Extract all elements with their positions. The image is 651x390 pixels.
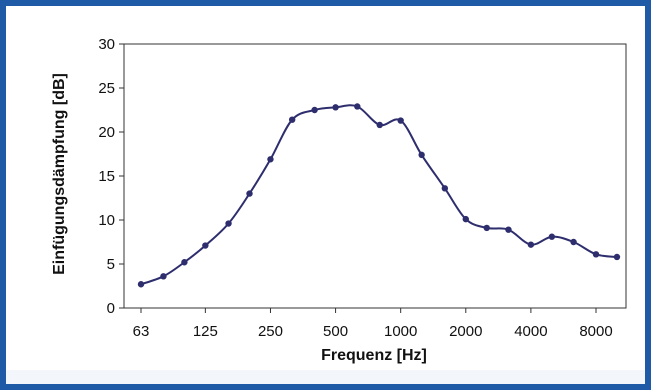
y-tick-label: 0 [107,300,115,317]
data-point-markers [137,103,621,288]
insertion-loss-line [140,104,618,286]
x-axis-label: Frequenz [Hz] [321,347,427,364]
y-axis-label: Einfügungsdämpfung [dB] [51,73,68,275]
data-point [354,103,361,110]
data-point [288,116,296,123]
y-tick-labels: 0 5 10 15 20 25 30 [98,36,124,317]
data-point [267,156,274,163]
x-tick-label: 2000 [449,323,482,340]
x-tick-label: 4000 [514,323,547,340]
data-point [332,104,339,111]
data-point [160,273,167,280]
y-tick-label: 30 [98,36,115,53]
data-point [225,220,232,227]
data-point [483,224,490,232]
data-point [311,106,318,114]
data-point [418,151,425,159]
data-point [548,233,556,240]
x-tick-label: 8000 [579,323,612,340]
data-point [181,259,188,266]
data-point [592,251,600,258]
plot-area-border [123,43,627,309]
x-tick-label: 1000 [384,323,417,340]
x-tick-label: 63 [133,323,150,340]
x-tick-label: 500 [323,323,348,340]
data-point [202,242,209,249]
y-tick-label: 20 [98,124,115,141]
data-point [246,190,253,197]
x-tick-labels: 63 125 250 500 1000 2000 4000 8000 [133,308,613,340]
data-point [570,238,577,246]
y-tick-label: 5 [107,256,115,273]
x-tick-label: 125 [193,323,218,340]
chart-axes [123,43,627,309]
data-point [505,226,512,233]
data-point [462,215,469,223]
data-point [137,281,145,288]
data-point [441,185,449,192]
x-tick-label: 250 [258,323,283,340]
data-point [397,117,404,124]
y-tick-label: 10 [98,212,115,229]
data-point [613,253,621,261]
data-point [527,241,535,248]
data-point [376,121,383,129]
frame-footer-band [6,370,645,384]
y-tick-label: 15 [98,168,115,185]
y-tick-label: 25 [98,80,115,97]
